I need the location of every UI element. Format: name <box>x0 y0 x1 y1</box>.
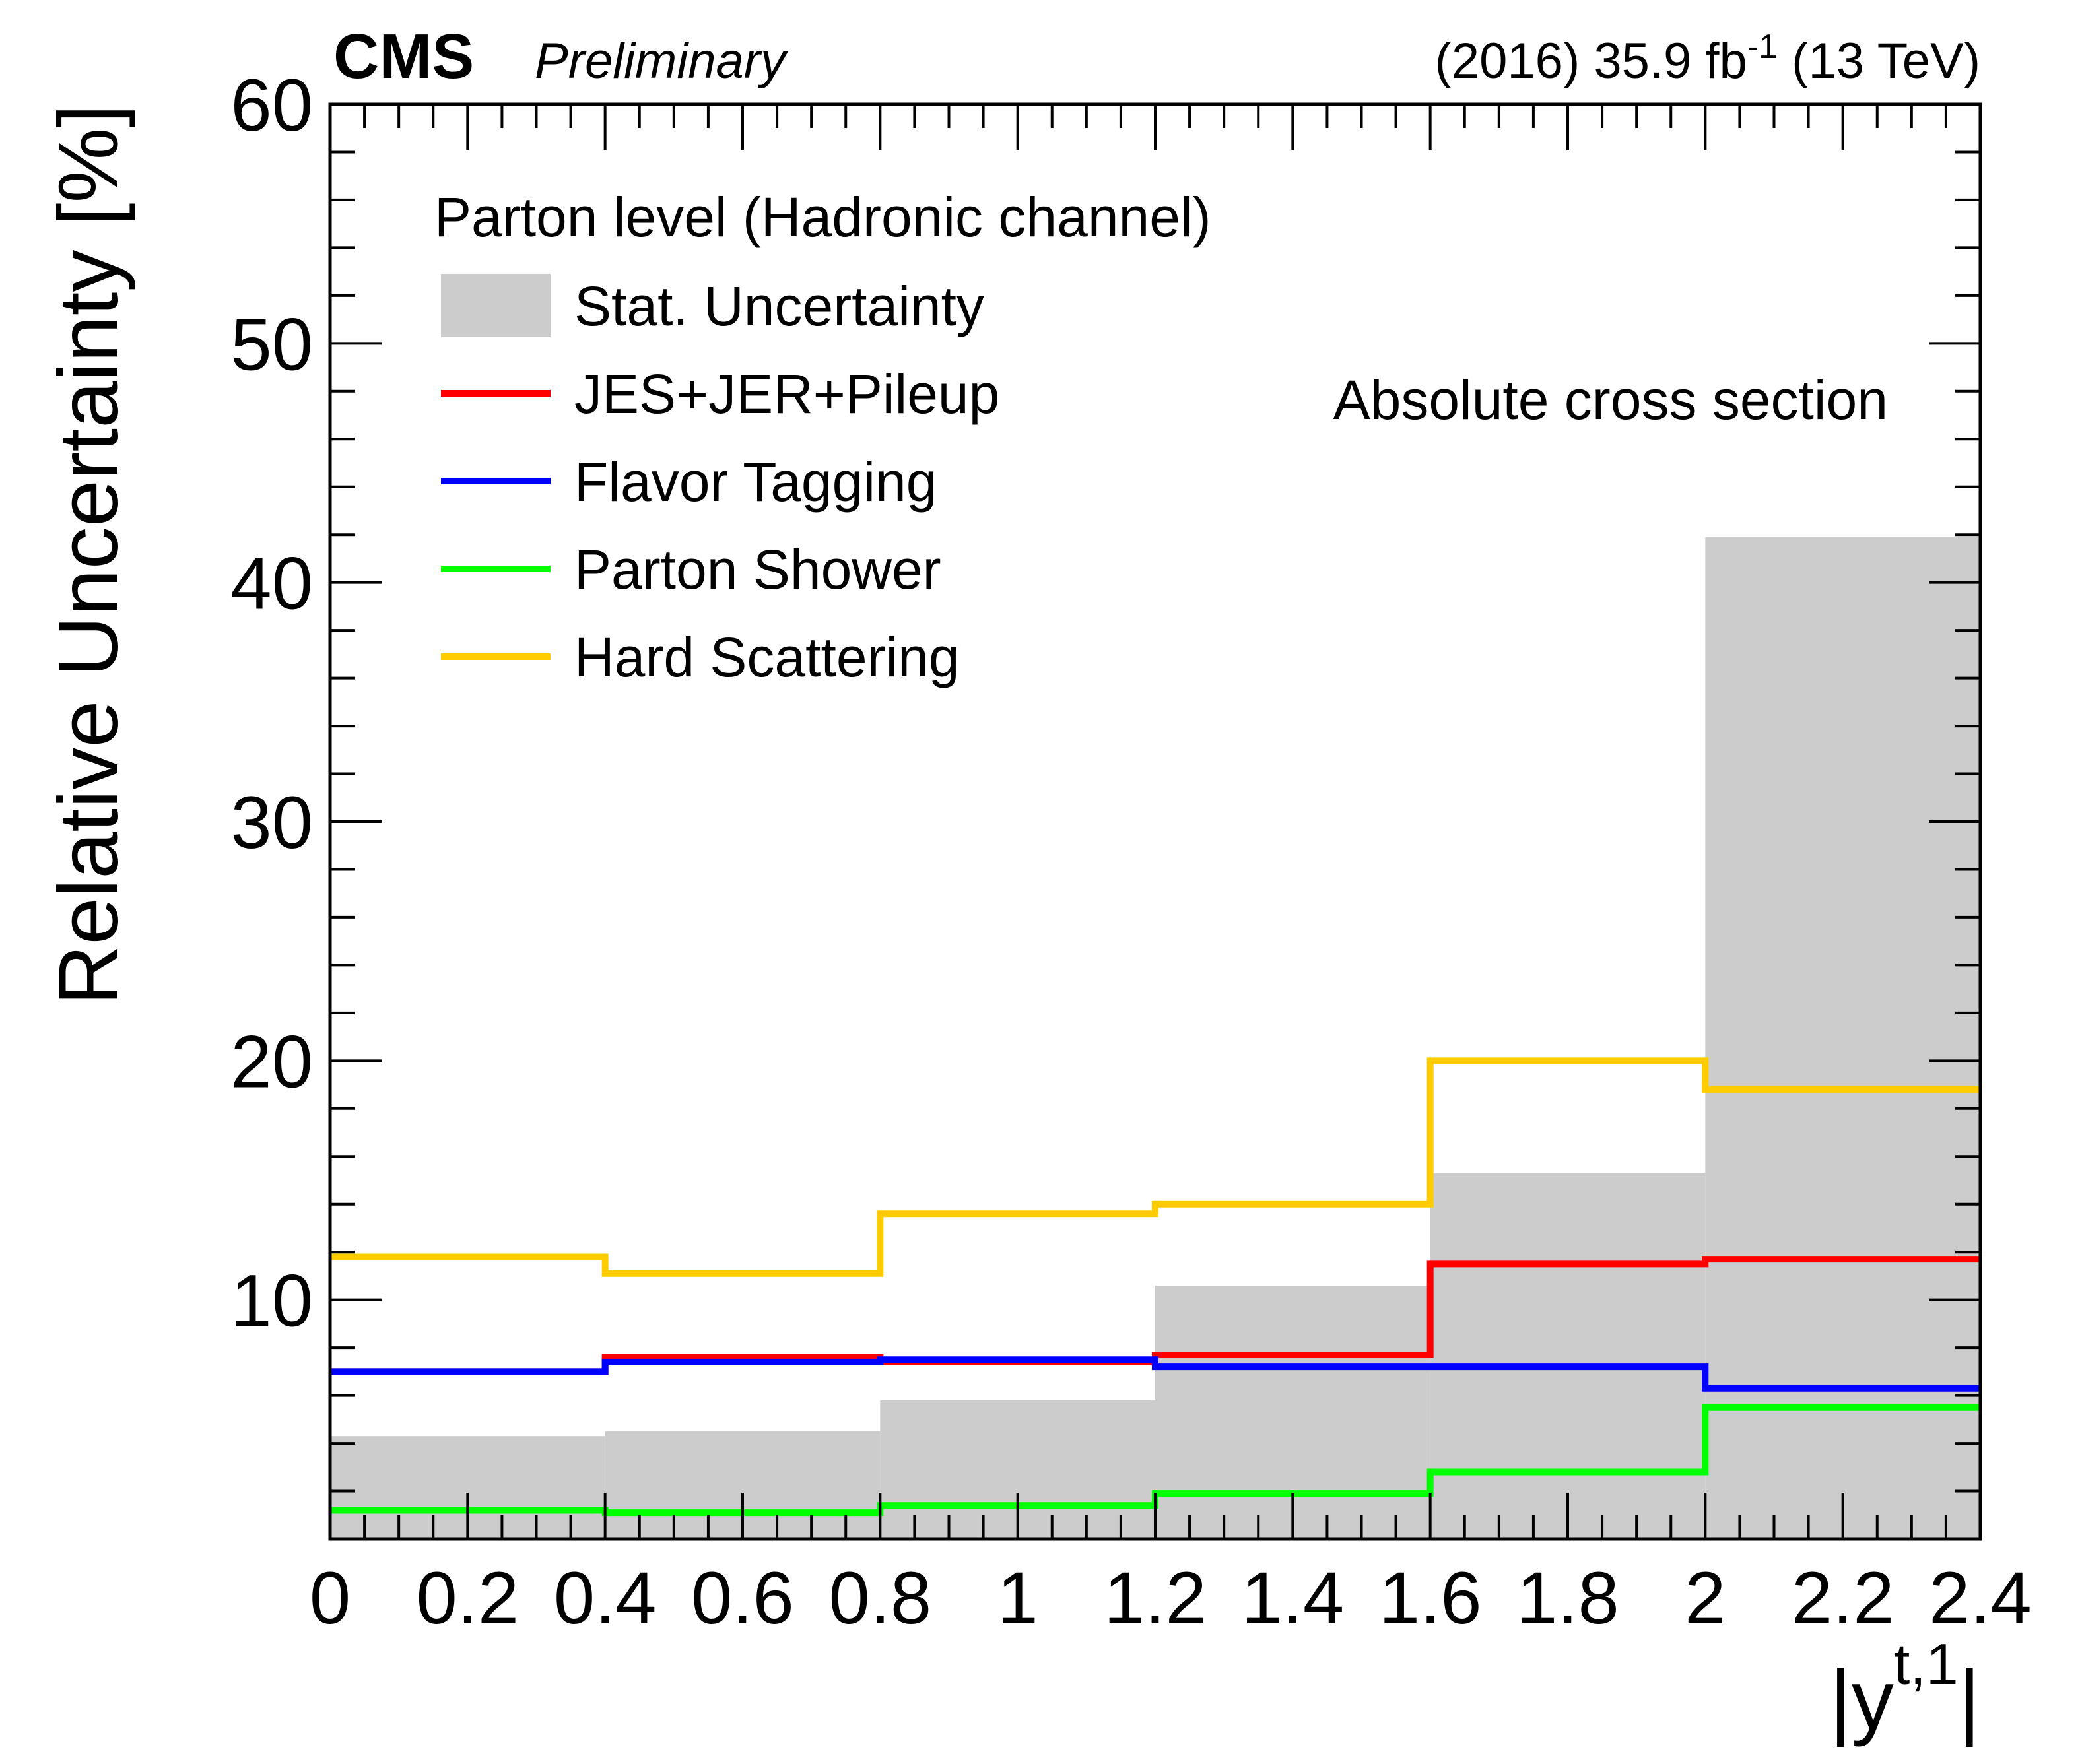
experiment-label: CMS <box>333 21 474 92</box>
annotation-label: Absolute cross section <box>1333 369 1888 431</box>
legend: Parton level (Hadronic channel) Stat. Un… <box>434 186 1211 688</box>
x-tick-label: 0.8 <box>828 1557 931 1639</box>
lumi-year: (2016) 35.9 fb <box>1435 33 1747 89</box>
x-tick-label: 0.2 <box>416 1557 519 1639</box>
lumi-sup: -1 <box>1747 28 1778 66</box>
y-tick-label: 40 <box>230 542 313 625</box>
x-axis-title-sup: t,1 <box>1894 1631 1959 1697</box>
x-axis-title: |yt,1| <box>1830 1631 1980 1748</box>
x-tick-label: 1 <box>997 1557 1038 1639</box>
x-tick-label: 0 <box>310 1557 351 1639</box>
x-tick-label: 1.4 <box>1241 1557 1344 1639</box>
plot-area <box>330 537 1980 1540</box>
x-axis-title-base: |y <box>1830 1653 1894 1748</box>
legend-entries: Stat. Uncertainty JES+JER+Pileup Flavor Ta… <box>441 274 999 688</box>
legend-label-jes-jer-pileup: JES+JER+Pileup <box>574 363 999 425</box>
y-axis-title: Relative Uncertainty [%] <box>42 104 136 1006</box>
x-tick-label: 0.4 <box>554 1557 657 1639</box>
stat-uncertainty-bin-5 <box>1705 537 1980 1540</box>
lumi-label: (2016) 35.9 fb-1 (13 TeV) <box>1435 28 1980 89</box>
y-tick-label: 10 <box>230 1260 313 1342</box>
legend-label-hard-scattering: Hard Scattering <box>574 626 960 688</box>
y-tick-label: 30 <box>230 781 313 864</box>
y-axis: 10 20 30 40 50 60 <box>230 64 1980 1493</box>
legend-label-flavor-tagging: Flavor Tagging <box>574 451 937 513</box>
legend-header: Parton level (Hadronic channel) <box>434 186 1211 248</box>
legend-swatch-stat-uncertainty <box>441 274 551 337</box>
x-axis-title-end: | <box>1959 1653 1980 1748</box>
x-tick-label: 0.6 <box>691 1557 794 1639</box>
x-tick-label: 1.2 <box>1104 1557 1207 1639</box>
stat-uncertainty-bin-4 <box>1430 1173 1706 1539</box>
lumi-energy: (13 TeV) <box>1778 33 1980 89</box>
y-tick-label: 50 <box>230 303 313 385</box>
y-tick-label: 60 <box>230 64 313 147</box>
y-tick-label: 20 <box>230 1020 313 1103</box>
x-tick-label: 1.8 <box>1516 1557 1619 1639</box>
status-label: Preliminary <box>535 33 788 89</box>
x-tick-label: 2 <box>1685 1557 1726 1639</box>
legend-label-parton-shower: Parton Shower <box>574 539 941 601</box>
x-axis: 0 0.2 0.4 0.6 0.8 1 1.2 1.4 1.6 1.8 2 2.2 2.4 <box>310 104 2032 1639</box>
x-tick-label: 1.6 <box>1379 1557 1482 1639</box>
flavor-tagging-line <box>330 1356 1980 1392</box>
x-tick-label: 2.2 <box>1792 1557 1895 1639</box>
legend-label-stat-uncertainty: Stat. Uncertainty <box>574 275 984 337</box>
hard-scattering-line <box>330 1057 1980 1277</box>
x-tick-label: 2.4 <box>1929 1557 2032 1639</box>
